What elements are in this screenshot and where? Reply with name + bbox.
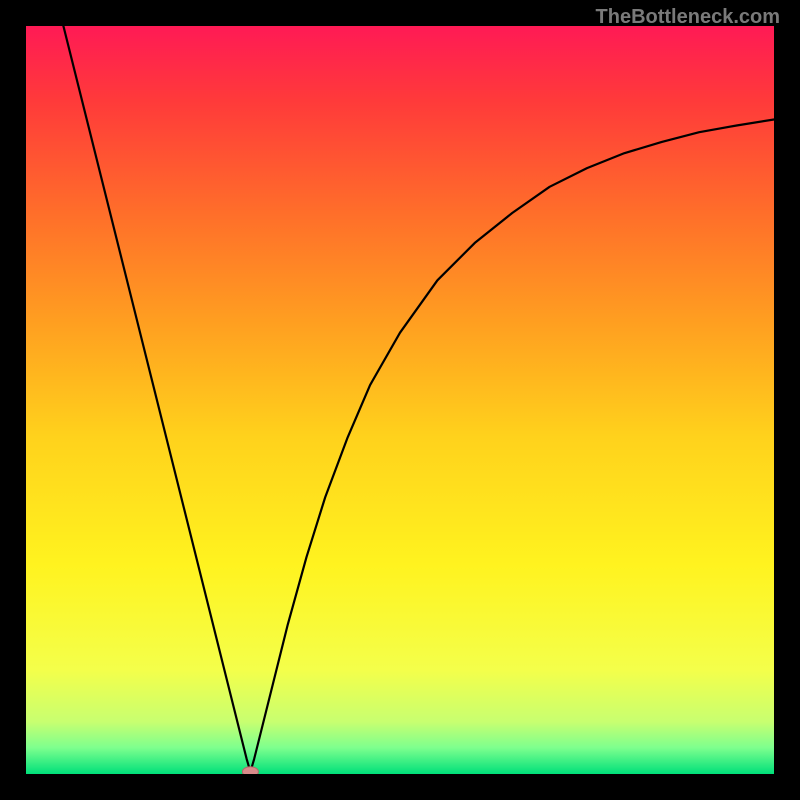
watermark-text: TheBottleneck.com: [596, 6, 780, 29]
frame-border-left: [0, 0, 26, 800]
chart-svg: [26, 26, 774, 774]
plot-area: [26, 26, 774, 774]
minimum-marker-dot: [242, 767, 258, 774]
frame-border-right: [774, 0, 800, 800]
frame-border-bottom: [0, 774, 800, 800]
gradient-background: [26, 26, 774, 774]
